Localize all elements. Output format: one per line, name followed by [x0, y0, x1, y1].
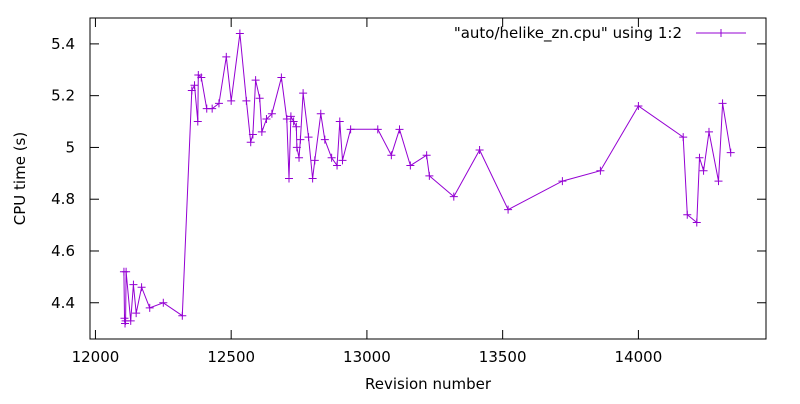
data-point [295, 153, 304, 162]
data-point [262, 114, 271, 123]
data-point [406, 161, 415, 170]
y-tick-label: 5 [65, 138, 75, 156]
y-tick-label: 5.2 [51, 87, 75, 105]
data-point [255, 94, 264, 103]
data-point [310, 156, 319, 165]
data-point [282, 114, 291, 123]
x-tick-label: 13500 [479, 348, 527, 366]
y-axis-label: CPU time (s) [11, 132, 29, 225]
legend-label: "auto/helike_zn.cpu" using 1:2 [454, 24, 682, 43]
y-tick-label: 4.4 [51, 294, 75, 312]
data-point [504, 205, 513, 214]
data-point [395, 125, 404, 134]
data-point [699, 166, 708, 175]
y-tick-label: 4.8 [51, 190, 75, 208]
data-point [227, 96, 236, 105]
data-point [726, 148, 735, 157]
data-point [346, 125, 355, 134]
data-point [320, 135, 329, 144]
data-point [248, 130, 257, 139]
series-layer [119, 29, 735, 328]
x-tick-label: 14000 [615, 348, 663, 366]
data-point [122, 267, 131, 276]
data-point [316, 109, 325, 118]
data-point [422, 151, 431, 160]
data-point [292, 143, 301, 152]
data-point [338, 156, 347, 165]
data-point [257, 127, 266, 136]
data-point [277, 73, 286, 82]
data-point [634, 102, 643, 111]
x-axis-label: Revision number [365, 375, 492, 393]
data-point [299, 89, 308, 98]
tick-marks [90, 18, 766, 339]
data-point [251, 76, 260, 85]
data-point [683, 210, 692, 219]
data-point [137, 283, 146, 292]
data-point [333, 161, 342, 170]
data-point [695, 153, 704, 162]
data-point [246, 138, 255, 147]
x-tick-label: 12500 [207, 348, 255, 366]
data-point [190, 81, 199, 90]
data-point [197, 73, 206, 82]
data-point [296, 135, 305, 144]
data-point [449, 192, 458, 201]
data-point [242, 96, 251, 105]
data-point [286, 112, 295, 121]
data-point [208, 104, 217, 113]
legend-marker [717, 29, 725, 37]
plot-frame [89, 17, 767, 340]
data-point [178, 311, 187, 320]
y-tick-label: 4.6 [51, 242, 75, 260]
data-point [235, 29, 244, 38]
data-point [267, 109, 276, 118]
data-point [284, 174, 293, 183]
data-point [159, 298, 168, 307]
data-point [132, 309, 141, 318]
data-point [692, 218, 701, 227]
data-point [679, 133, 688, 142]
tick-labels: 12000 12500 13000 13500 14000 4.4 4.6 4.8 5 5.2 5.… [51, 35, 662, 366]
data-point [308, 174, 317, 183]
data-point [387, 151, 396, 160]
legend: "auto/helike_zn.cpu" using 1:2 [454, 24, 746, 43]
y-tick-label: 5.4 [51, 35, 75, 53]
data-point [304, 133, 313, 142]
data-point [704, 127, 713, 136]
data-point [558, 177, 567, 186]
data-point [373, 125, 382, 134]
data-point [214, 99, 223, 108]
data-point [289, 117, 298, 126]
data-point [193, 117, 202, 126]
data-point [475, 146, 484, 155]
data-point [126, 316, 135, 325]
series-line [123, 33, 732, 324]
data-point [145, 303, 154, 312]
data-point [292, 122, 301, 131]
data-point [596, 166, 605, 175]
data-point [187, 86, 196, 95]
data-point [129, 280, 138, 289]
x-tick-label: 12000 [72, 348, 120, 366]
data-point [718, 99, 727, 108]
data-point [714, 177, 723, 186]
data-point [335, 117, 344, 126]
data-point [222, 52, 231, 61]
data-point [425, 171, 434, 180]
data-point [327, 153, 336, 162]
x-tick-label: 13000 [343, 348, 391, 366]
